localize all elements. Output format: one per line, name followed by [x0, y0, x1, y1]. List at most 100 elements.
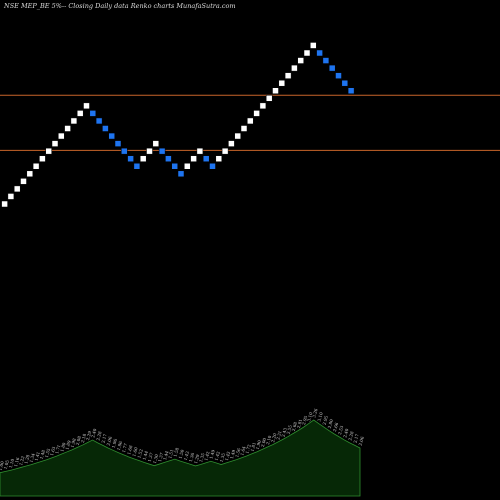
brick-up — [303, 49, 311, 57]
brick-up — [45, 147, 52, 155]
volume-label: 2.40 — [90, 428, 97, 439]
brick-down — [102, 125, 109, 132]
volume-label: 2.28 — [95, 430, 102, 441]
brick-up — [196, 147, 204, 155]
volume-label: 1.48 — [39, 449, 46, 460]
volume-label: 1.42 — [214, 451, 221, 462]
brick-up — [253, 110, 260, 117]
volume-label: 1.30 — [152, 453, 159, 464]
volume-label: 1.50 — [178, 449, 185, 460]
brick-up — [259, 102, 267, 110]
volume-label: 1.71 — [54, 444, 61, 455]
brick-up — [1, 200, 8, 208]
volume-label: 1.90 — [255, 439, 262, 450]
brick-up — [247, 117, 254, 125]
brick-up — [265, 95, 273, 102]
volume-label: 1.05 — [3, 459, 10, 470]
brick-up — [234, 132, 241, 140]
brick-up — [32, 163, 40, 170]
volume-label: 1.43 — [183, 450, 190, 461]
brick-down — [108, 132, 115, 140]
volume-label: 3.10 — [306, 411, 313, 422]
brick-up — [20, 178, 27, 185]
brick-up — [139, 155, 147, 162]
volume-label: 1.22 — [18, 455, 25, 466]
brick-up — [58, 132, 65, 140]
brick-up — [76, 110, 84, 117]
brick-down — [177, 170, 185, 178]
brick-up — [146, 147, 153, 155]
reference-lines — [0, 94, 500, 151]
brick-up — [291, 64, 298, 72]
volume-label: 2.95 — [301, 415, 308, 426]
volume-label: 1.29 — [193, 454, 200, 465]
brick-up — [39, 155, 46, 162]
brick-up — [228, 140, 235, 147]
volume-label: 2.66 — [332, 422, 339, 433]
volume-label: 1.42 — [224, 451, 231, 462]
brick-down — [171, 163, 178, 170]
volume-label: 1.28 — [23, 454, 30, 465]
volume-label: 1.68 — [126, 444, 133, 455]
volume-label: 2.20 — [270, 432, 277, 443]
volume-label: 2.17 — [352, 433, 359, 444]
brick-up — [215, 155, 223, 162]
volume-label: 2.06 — [106, 436, 113, 447]
brick-up — [70, 117, 78, 125]
volume-label: 1.37 — [157, 452, 164, 463]
volume-label: 2.08 — [75, 435, 82, 446]
volume-label: 3.26 — [311, 408, 318, 419]
brick-up — [13, 185, 21, 193]
volume-label: 1.86 — [116, 440, 123, 451]
volume-label: 1.41 — [34, 451, 41, 462]
volume-label: 2.31 — [275, 430, 282, 441]
brick-down — [335, 72, 342, 79]
volume-label: 1.63 — [49, 446, 56, 457]
volume-label: 2.43 — [280, 427, 287, 438]
brick-down — [341, 79, 349, 87]
volume-area: 1.001.051.101.161.221.281.341.411.481.55… — [0, 408, 365, 497]
chart-title: NSE MEP_BE 5%-- Closing Daily data Renko… — [3, 2, 236, 10]
volume-label: 1.42 — [203, 451, 210, 462]
brick-up — [278, 79, 286, 87]
volume-label: 2.17 — [100, 433, 107, 444]
volume-label: 1.81 — [250, 441, 257, 452]
volume-label: 1.10 — [8, 458, 15, 469]
volume-label: 2.80 — [327, 418, 334, 429]
brick-down — [202, 155, 210, 162]
brick-up — [297, 57, 304, 64]
volume-label: 2.40 — [342, 428, 349, 439]
brick-up — [64, 125, 71, 132]
brick-up — [184, 163, 191, 170]
brick-down — [89, 110, 97, 117]
volume-label: 1.35 — [219, 452, 226, 463]
renko-bricks — [1, 42, 355, 208]
brick-up — [51, 140, 59, 147]
brick-down — [328, 64, 336, 72]
volume-label: 2.29 — [85, 430, 92, 441]
brick-up — [83, 102, 90, 110]
volume-label: 1.60 — [131, 446, 138, 457]
volume-label: 1.80 — [59, 442, 66, 453]
volume-label: 1.00 — [0, 460, 5, 471]
volume-label: 2.55 — [286, 424, 293, 435]
brick-up — [7, 193, 15, 200]
brick-down — [209, 163, 216, 170]
volume-label: 2.06 — [358, 436, 365, 447]
brick-down — [121, 147, 128, 155]
brick-up — [272, 87, 279, 94]
volume-label: 1.96 — [111, 438, 118, 449]
volume-label: 1.35 — [198, 452, 205, 463]
volume-label: 2.95 — [322, 415, 329, 426]
brick-down — [347, 87, 355, 94]
volume-label: 1.52 — [136, 448, 143, 459]
brick-up — [190, 155, 197, 162]
volume-label: 3.10 — [316, 411, 323, 422]
brick-down — [114, 140, 122, 147]
volume-label: 2.81 — [296, 418, 303, 429]
brick-down — [158, 147, 166, 155]
volume-label: 2.28 — [347, 430, 354, 441]
volume-label: 1.16 — [13, 457, 20, 468]
